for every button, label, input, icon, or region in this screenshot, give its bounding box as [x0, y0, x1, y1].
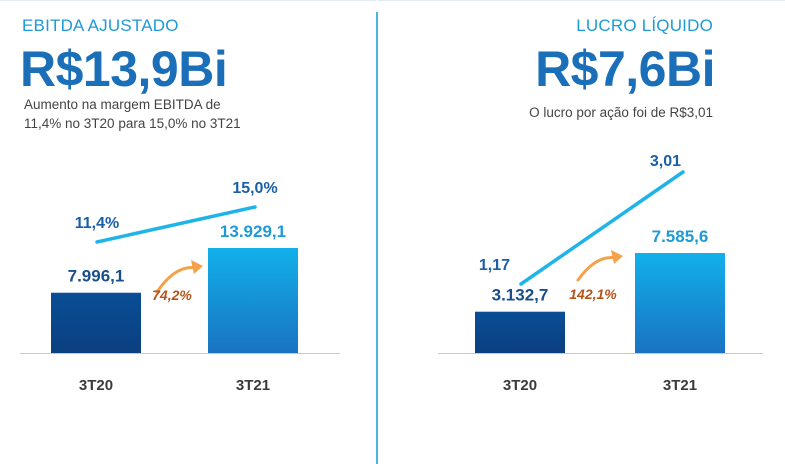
lucro-bar-value-label-1: 7.585,6: [652, 227, 709, 246]
ebitda-title: EBITDA AJUSTADO: [22, 16, 179, 35]
ebitda-big-value: R$13,9Bi: [20, 41, 228, 97]
lucro-big-value: R$7,6Bi: [535, 41, 715, 97]
lucro-growth-arrowhead: [611, 250, 623, 264]
ebitda-growth-label: 74,2%: [152, 287, 192, 303]
lucro-line-series: [519, 170, 685, 286]
lucro-growth-label: 142,1%: [569, 286, 617, 302]
lucro-bar-3t20: [475, 311, 565, 353]
lucro-line-label-0: 1,17: [479, 257, 510, 274]
lucro-bar-value-label-0: 3.132,7: [492, 286, 549, 305]
ebitda-growth-arrowhead: [191, 260, 203, 274]
lucro-chart: 3.132,7 3T20 7.585,6 3T21 1,17 3,01 142,1%: [438, 153, 763, 394]
lucro-growth-arrow: [576, 255, 619, 282]
lucro-bar-3t21: [635, 253, 725, 353]
top-rule-right: [378, 0, 785, 1]
lucro-panel: LUCRO LÍQUIDO R$7,6Bi O lucro por ação f…: [378, 0, 785, 464]
ebitda-line-label-0: 11,4%: [75, 215, 119, 232]
ebitda-tick-label-3t20: 3T20: [79, 377, 113, 394]
lucro-tick-label-3t20: 3T20: [503, 377, 537, 394]
lucro-title: LUCRO LÍQUIDO: [576, 16, 713, 35]
ebitda-description: Aumento na margem EBITDA de 11,4% no 3T2…: [24, 97, 241, 131]
ebitda-panel: EBITDA AJUSTADO R$13,9Bi Aumento na marg…: [0, 0, 376, 464]
ebitda-line-series: [95, 205, 257, 244]
lucro-line-label-1: 3,01: [650, 153, 681, 170]
ebitda-bar-value-label-0: 7.996,1: [68, 267, 125, 286]
ebitda-tick-label-3t21: 3T21: [236, 377, 270, 394]
ebitda-chart: 7.996,1 3T20 13.929,1 3T21 11,4% 15,0% 74,2%: [20, 180, 340, 394]
ebitda-bar-value-label-1: 13.929,1: [220, 222, 286, 241]
top-rule-left: [0, 0, 376, 1]
ebitda-bar-3t21: [208, 248, 298, 353]
lucro-description: O lucro por ação foi de R$3,01: [529, 105, 713, 120]
lucro-tick-label-3t21: 3T21: [663, 377, 697, 394]
ebitda-line-label-1: 15,0%: [232, 180, 277, 197]
ebitda-bar-3t20: [51, 292, 141, 353]
panel-divider: [376, 12, 378, 464]
